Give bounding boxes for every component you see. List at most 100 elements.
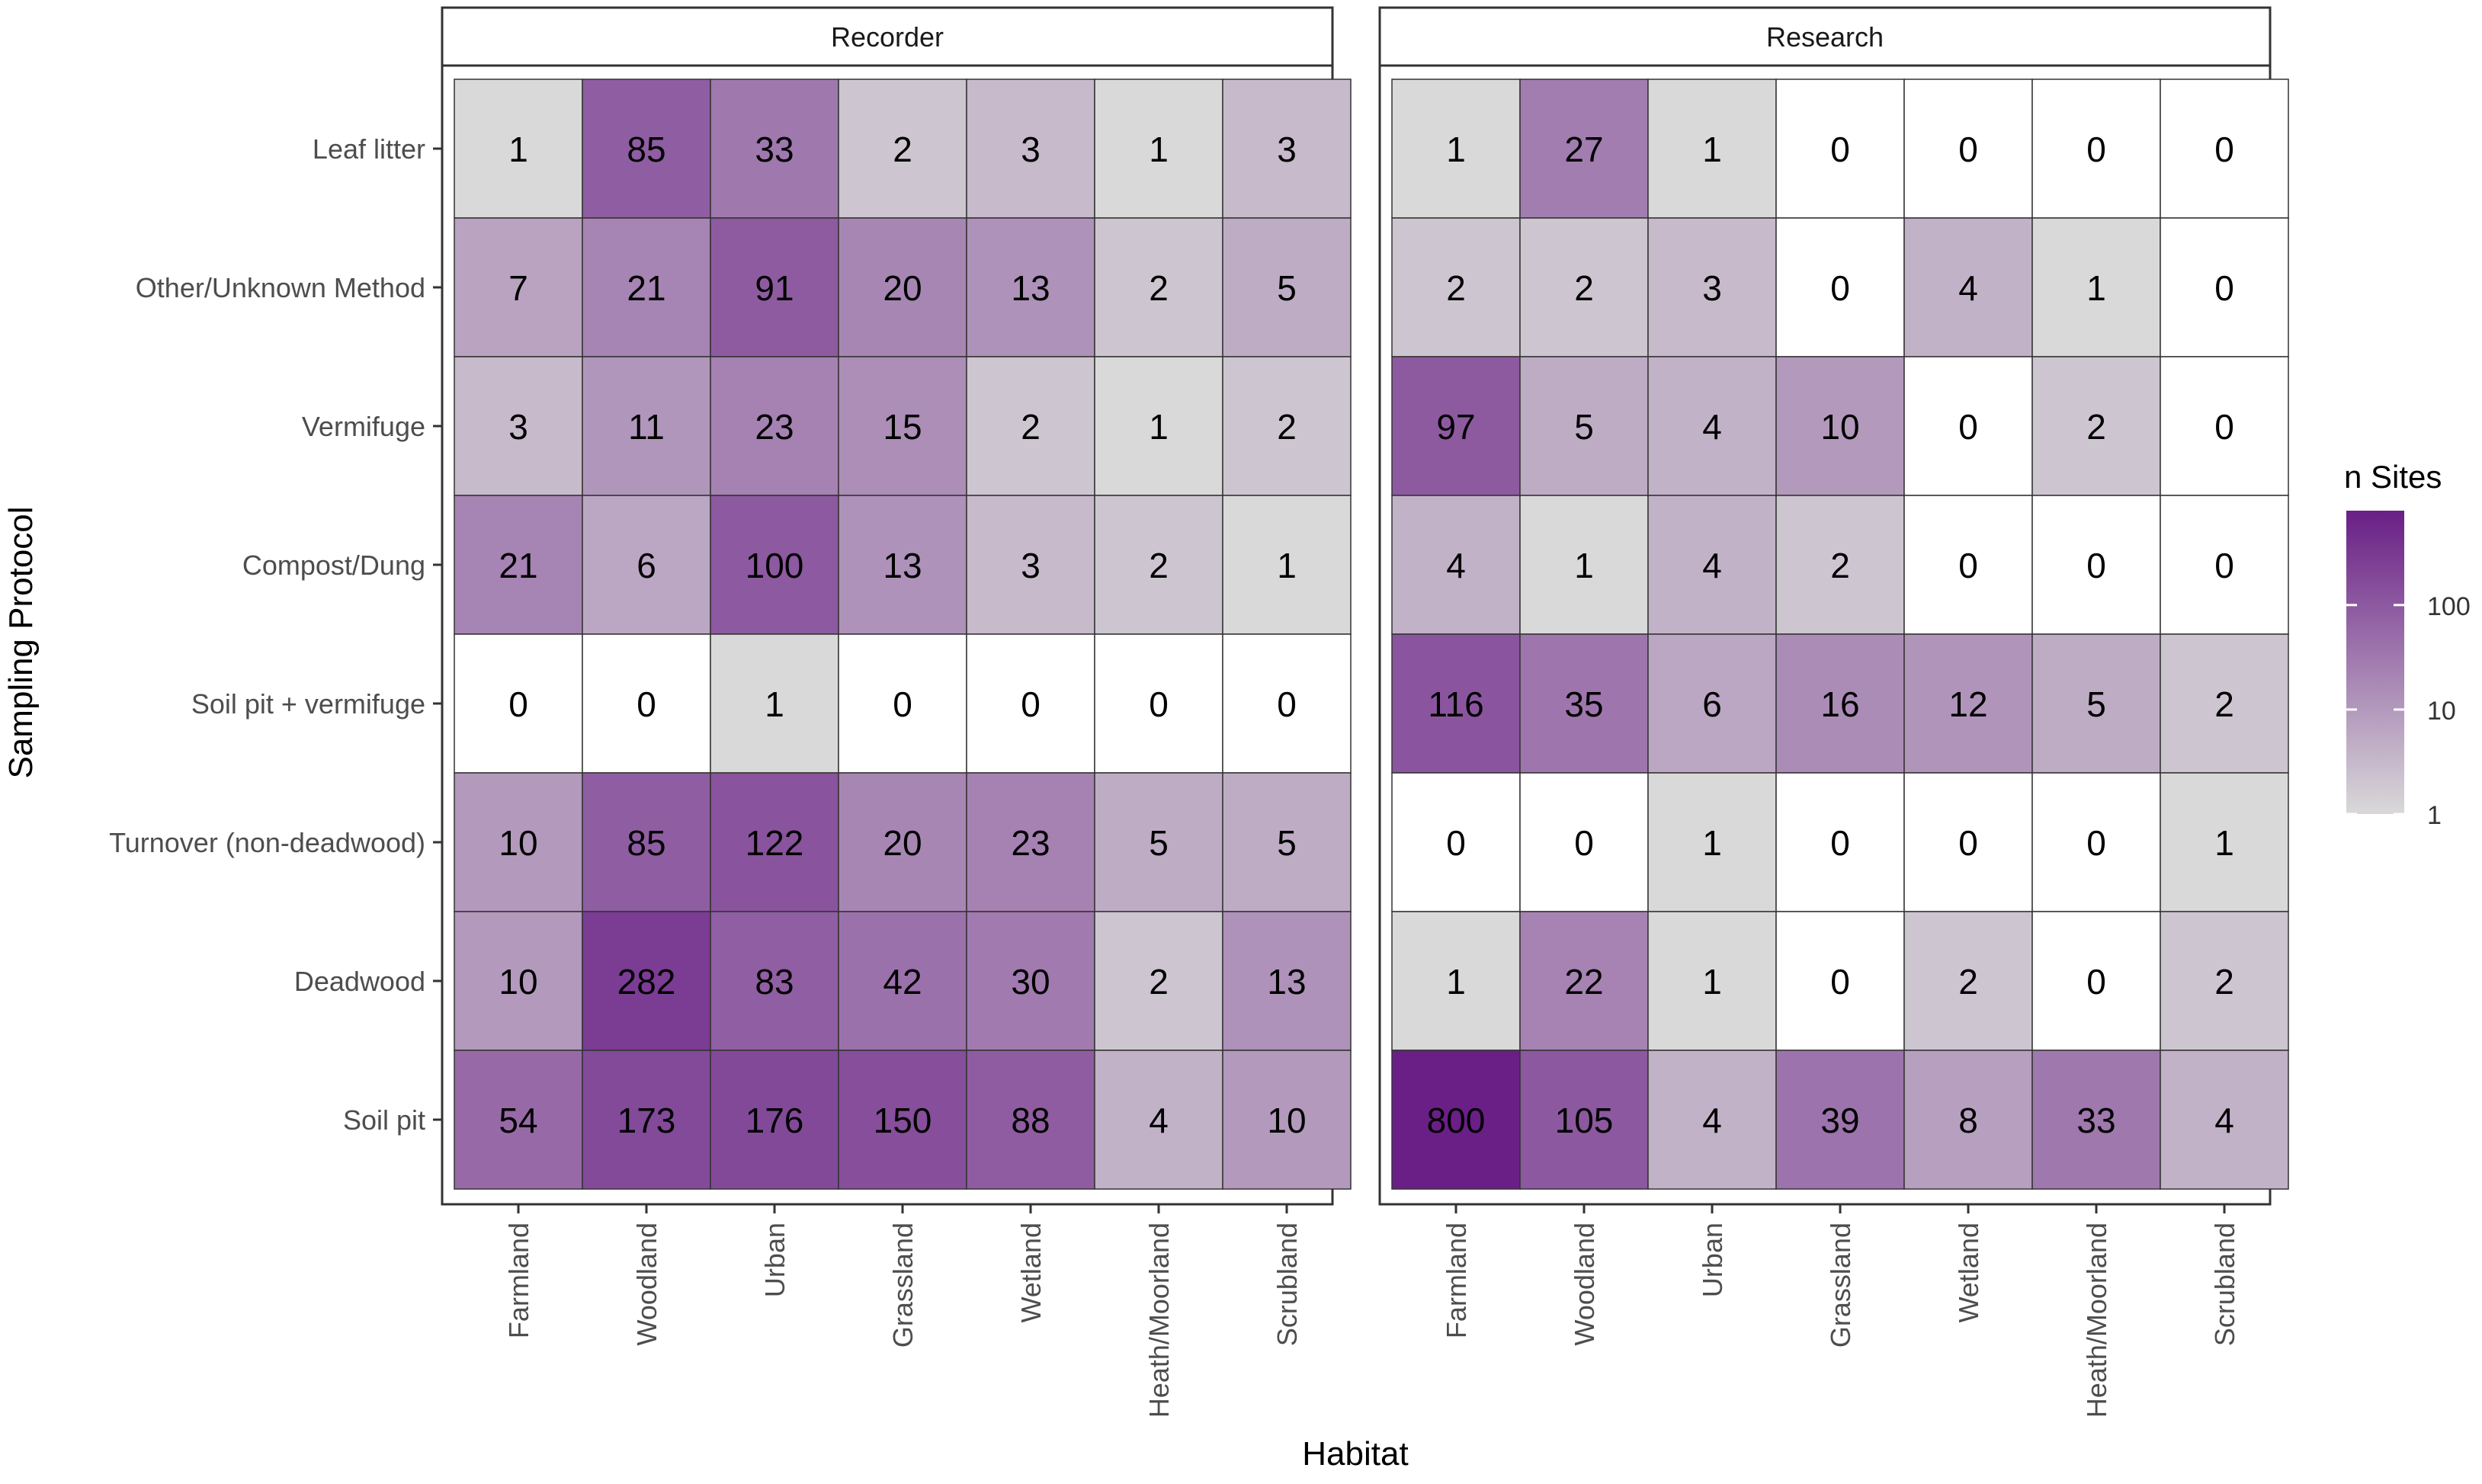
cell-value-label: 0	[2214, 130, 2234, 169]
cell-value-label: 2	[1149, 268, 1169, 308]
cell-value-label: 1	[1277, 546, 1297, 585]
cell-value-label: 15	[883, 407, 922, 447]
cell-value-label: 10	[499, 823, 537, 863]
x-tick-label: Heath/Moorland	[2081, 1223, 2112, 1418]
heatmap-cell	[1094, 633, 1223, 774]
x-tick-label: Scrubland	[2209, 1223, 2240, 1346]
cell-value-label: 3	[1021, 546, 1041, 585]
cell-value-label: 1	[1149, 407, 1169, 447]
cell-value-label: 1	[1702, 823, 1722, 863]
cell-value-label: 3	[508, 407, 528, 447]
x-tick-label: Woodland	[1569, 1223, 1600, 1345]
cell-value-label: 21	[627, 268, 665, 308]
heatmap-cell	[2031, 1050, 2161, 1190]
cell-value-label: 22	[1564, 962, 1603, 1002]
heatmap-cell	[2160, 79, 2289, 219]
cell-value-label: 35	[1564, 684, 1603, 724]
cell-value-label: 83	[755, 962, 794, 1002]
heatmap-cell	[2031, 79, 2161, 219]
heatmap-cell	[1222, 217, 1352, 357]
heatmap-cell	[454, 217, 583, 357]
cell-value-label: 4	[1958, 268, 1978, 308]
cell-value-label: 4	[1446, 546, 1466, 585]
y-tick-label: Turnover (non-deadwood)	[109, 827, 425, 858]
heatmap-cell	[838, 911, 967, 1051]
heatmap-cell	[710, 1050, 839, 1190]
heatmap-cell	[2160, 495, 2289, 635]
heatmap-cell	[710, 911, 839, 1051]
facet-strip	[441, 6, 1334, 67]
y-tick-label: Leaf litter	[313, 133, 425, 165]
cell-value-label: 27	[1564, 130, 1603, 169]
cell-value-label: 39	[1820, 1101, 1859, 1140]
cell-value-label: 5	[2086, 684, 2106, 724]
facet-strip-label: Recorder	[831, 21, 944, 53]
heatmap-cell	[1094, 79, 1223, 219]
heatmap-cell	[710, 356, 839, 496]
heatmap-cell	[1391, 79, 1521, 219]
cell-value-label: 0	[1958, 130, 1978, 169]
legend: n Sites 1 10 100	[2344, 459, 2471, 830]
x-tick-label: Wetland	[1015, 1223, 1047, 1322]
cell-value-label: 7	[508, 268, 528, 308]
cell-value-label: 2	[1574, 268, 1594, 308]
heatmap-cell	[1519, 633, 1649, 774]
cell-value-label: 0	[1830, 268, 1850, 308]
heatmap-cell	[1094, 772, 1223, 912]
cell-value-label: 97	[1436, 407, 1475, 447]
cell-value-label: 0	[1277, 684, 1297, 724]
cell-value-label: 176	[746, 1101, 804, 1140]
cell-value-label: 5	[1277, 823, 1297, 863]
cell-value-label: 4	[2214, 1101, 2234, 1140]
heatmap-cell	[710, 217, 839, 357]
heatmap-cell	[1775, 911, 1905, 1051]
heatmap-cell	[1094, 495, 1223, 635]
cell-value-label: 1	[1702, 130, 1722, 169]
heatmap-cell	[1222, 772, 1352, 912]
cell-value-label: 21	[499, 546, 537, 585]
heatmap-cell	[1903, 356, 2033, 496]
heatmap-cell	[1775, 772, 1905, 912]
cell-value-label: 1	[1446, 962, 1466, 1002]
heatmap-cell	[1647, 356, 1777, 496]
y-tick-label: Other/Unknown Method	[136, 272, 425, 303]
y-tick-label: Soil pit + vermifuge	[191, 688, 425, 720]
x-tick-label: Farmland	[1441, 1223, 1472, 1338]
cell-value-label: 0	[893, 684, 912, 724]
heatmap-cell	[838, 79, 967, 219]
heatmap-cell	[1519, 217, 1649, 357]
heatmap-cell	[1094, 356, 1223, 496]
heatmap-cell	[2160, 1050, 2289, 1190]
heatmap-cell	[1222, 911, 1352, 1051]
heatmap-cell	[582, 79, 711, 219]
cell-value-label: 11	[628, 407, 665, 447]
cell-value-label: 0	[637, 684, 656, 724]
x-tick-label: Wetland	[1953, 1223, 1984, 1322]
legend-tick-label: 100	[2427, 592, 2471, 621]
cell-value-label: 0	[1446, 823, 1466, 863]
heatmap-cell	[1519, 1050, 1649, 1190]
cell-value-label: 13	[1011, 268, 1050, 308]
x-tick-label: Grassland	[887, 1223, 919, 1348]
heatmap-cell	[2160, 356, 2289, 496]
heatmap-cell	[2031, 495, 2161, 635]
heatmap-cell	[1519, 911, 1649, 1051]
heatmap-cell	[1647, 1050, 1777, 1190]
cell-value-label: 4	[1702, 407, 1722, 447]
heatmap-cell	[2160, 772, 2289, 912]
facet-strip-label: Research	[1766, 21, 1884, 53]
cell-value-label: 0	[2086, 546, 2106, 585]
heatmap-cell	[582, 772, 711, 912]
heatmap-cell	[966, 217, 1095, 357]
heatmap-cell	[1222, 356, 1352, 496]
cell-value-label: 2	[1149, 962, 1169, 1002]
heatmap-cell	[454, 356, 583, 496]
heatmap-cell	[1222, 1050, 1352, 1190]
cell-value-label: 0	[1830, 823, 1850, 863]
y-tick-label: Vermifuge	[302, 411, 425, 442]
heatmap-cell	[710, 79, 839, 219]
heatmap-cell	[1903, 633, 2033, 774]
